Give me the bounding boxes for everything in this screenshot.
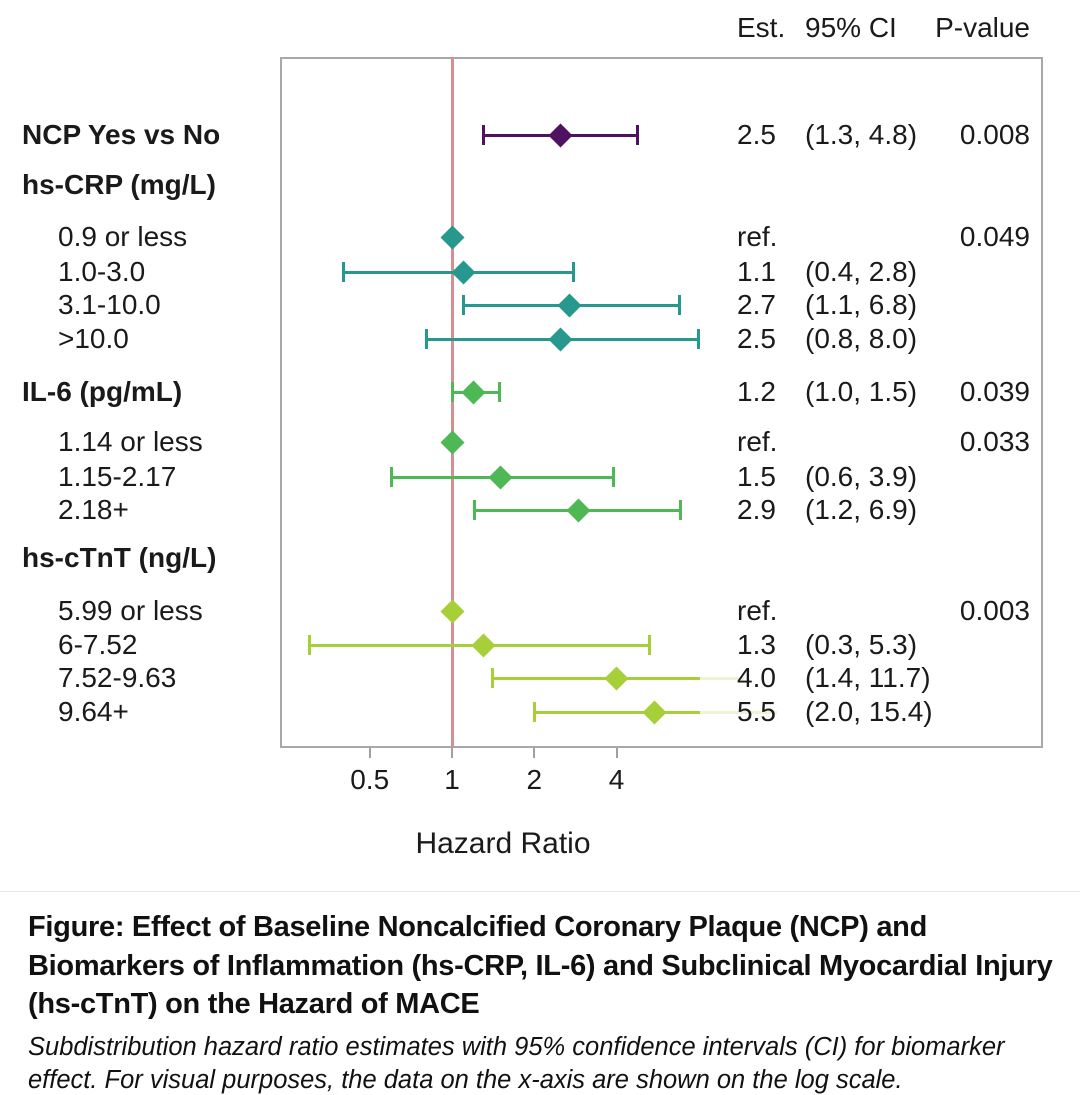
ci-value: (0.6, 3.9) [805,461,918,492]
ci-whisker [534,710,700,714]
est-value: ref. [737,221,778,252]
row-label: 0.9 or less [58,221,188,252]
p-value: 0.003 [959,595,1030,626]
ci-value: (0.8, 8.0) [805,323,918,354]
est-value: 1.2 [737,376,776,407]
row-label: >10.0 [58,323,129,354]
x-axis-tick-label: 4 [608,764,625,795]
x-axis-tick [533,748,536,758]
row-label: 1.14 or less [58,426,203,457]
est-value: 1.5 [737,461,776,492]
ci-cap-left [308,635,312,655]
row-label: 1.0-3.0 [58,256,146,287]
ci-cap-right [611,467,615,487]
plot-panel [280,57,1043,748]
ci-whisker [491,676,700,680]
caption-subtitle: Subdistribution hazard ratio estimates w… [28,1032,1005,1095]
caption-separator [0,891,1080,892]
est-value: ref. [737,595,778,626]
ci-cap-right [696,329,700,349]
hr-diamond-marker [642,699,667,725]
est-value: 4.0 [737,662,776,693]
x-axis-tick-label: 0.5 [350,764,390,795]
est-value: ref. [737,426,778,457]
row-label: 2.18+ [58,494,129,525]
ci-cap-right [677,295,681,315]
ci-cap-right [648,635,651,655]
hr-diamond-marker [439,598,465,624]
row-label: 5.99 or less [58,595,203,626]
p-value: 0.008 [959,119,1030,150]
x-axis-title: Hazard Ratio [415,827,591,860]
x-axis-tick-label: 2 [526,764,543,795]
ci-cap-left [424,329,428,349]
figure-caption: Figure: Effect of Baseline Noncalcified … [28,908,1066,1095]
hr-diamond-marker [471,632,496,658]
est-value: 2.5 [737,323,776,354]
ci-value: (1.0, 1.5) [805,376,918,407]
ci-cap-right [498,382,502,402]
ci-value: (1.2, 6.9) [805,494,918,525]
ci-cap-right [636,125,640,145]
ci-whisker-clipped [700,676,745,680]
ci-value: (1.1, 6.8) [805,289,918,320]
stats-header-est: Est. [737,12,786,43]
row-label: IL-6 (pg/mL) [22,376,183,407]
ci-value: (1.4, 11.7) [805,662,931,693]
ci-value: (2.0, 15.4) [805,696,933,727]
x-axis-tick [451,748,453,758]
hr-diamond-marker [566,497,591,523]
ci-cap-left [390,467,394,487]
row-label: 6-7.52 [58,629,138,660]
hr-diamond-marker [488,464,513,490]
reference-line-hr1 [450,57,454,748]
hr-diamond-marker [451,259,476,285]
caption-title: Figure: Effect of Baseline Noncalcified … [28,911,1053,1021]
row-label: hs-CRP (mg/L) [22,169,216,200]
row-label: NCP Yes vs No [22,119,221,150]
hr-diamond-marker [604,665,629,691]
hr-diamond-marker [557,292,582,318]
row-label: 3.1-10.0 [58,289,161,320]
x-axis-tick-label: 1 [444,764,460,795]
ci-cap-left [472,500,476,520]
ci-value: (1.3, 4.8) [805,119,918,150]
est-value: 2.9 [737,494,776,525]
stats-header-pvalue: P-value [935,12,1030,43]
est-value: 1.3 [737,629,776,660]
ci-value: (0.3, 5.3) [805,629,918,660]
est-value: 5.5 [737,696,776,727]
p-value: 0.049 [959,221,1030,252]
ci-cap-left [342,262,346,282]
x-axis-tick [368,748,371,758]
p-value: 0.039 [959,376,1030,407]
ci-cap-left [451,382,454,402]
hr-diamond-marker [439,429,465,455]
est-value: 1.1 [737,256,776,287]
ci-cap-left [462,295,466,315]
stats-header-ci: 95% CI [805,12,897,43]
ci-whisker-clipped [700,710,777,714]
ci-value: (0.4, 2.8) [805,256,918,287]
est-value: 2.5 [737,119,776,150]
hr-diamond-marker [461,379,486,405]
ci-cap-right [679,500,683,520]
ci-cap-left [490,668,494,688]
row-label: 1.15-2.17 [58,461,177,492]
row-label: hs-cTnT (ng/L) [22,542,217,573]
row-label: 9.64+ [58,696,129,727]
hr-diamond-marker [548,122,573,148]
hr-diamond-marker [548,326,573,352]
ci-cap-right [572,262,576,282]
ci-cap-left [533,702,537,722]
ci-cap-left [482,125,486,145]
p-value: 0.033 [959,426,1030,457]
est-value: 2.7 [737,289,776,320]
row-label: 7.52-9.63 [58,662,177,693]
hr-diamond-marker [439,224,465,250]
x-axis-tick [615,748,618,758]
